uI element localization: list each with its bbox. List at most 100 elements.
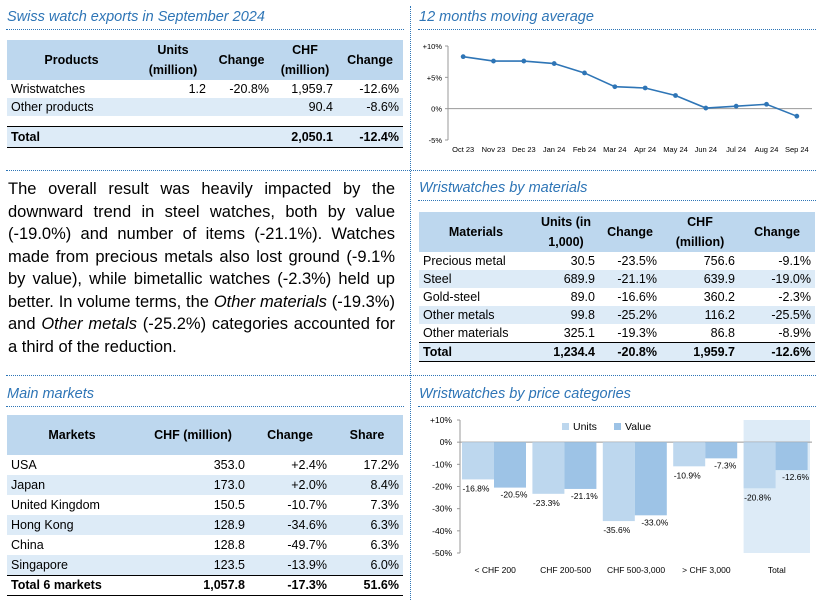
change-value: -2.3%: [778, 290, 811, 304]
table-row: Japan 173.0 +2.0% 8.4%: [7, 475, 403, 495]
y-tick-label: -30%: [432, 504, 452, 514]
market-name: China: [11, 538, 44, 552]
x-tick-label: Aug 24: [755, 145, 779, 154]
series-line: [463, 55, 798, 117]
table-row: United Kingdom 150.5 -10.7% 7.3%: [7, 495, 403, 515]
change-value: -19.3%: [617, 326, 657, 340]
materials-title: Wristwatches by materials: [419, 180, 588, 196]
data-label: -12.6%: [782, 472, 809, 482]
table-row: Gold-steel 89.0 -16.6% 360.2 -2.3%: [419, 288, 815, 306]
change-value: -20.8%: [229, 82, 269, 96]
x-tick-label: > CHF 3,000: [682, 565, 731, 575]
chf-value: 1,959.7: [661, 342, 739, 362]
change-value: -16.6%: [617, 290, 657, 304]
chf-value: 1,959.7: [291, 82, 333, 96]
x-tick-label: Dec 23: [512, 145, 536, 154]
share-value: 51.6%: [363, 578, 399, 592]
units-value: [136, 126, 210, 148]
chf-value: 90.4: [273, 98, 337, 116]
data-point: [733, 103, 739, 109]
change-value: [210, 98, 273, 116]
x-tick-label: Oct 23: [452, 145, 474, 154]
total-label: Total: [419, 342, 533, 362]
total-row: Total 6 markets 1,057.8 -17.3% 51.6%: [7, 575, 403, 595]
change-value: +2.4%: [291, 458, 327, 472]
x-tick-label: CHF 200-500: [540, 565, 591, 575]
share-value: 7.3%: [370, 498, 400, 512]
table-row: Other metals 99.8 -25.2% 116.2 -25.5%: [419, 306, 815, 324]
chf-value: 1,057.8: [203, 578, 245, 592]
data-point: [551, 61, 557, 66]
units-value: 1,234.4: [533, 342, 599, 362]
paragraph-text: (-25.2%) categories accounted for a thir…: [8, 315, 395, 356]
x-tick-label: Jul 24: [726, 145, 746, 154]
change-value: -12.4%: [337, 126, 403, 148]
col-header: Change: [599, 212, 661, 252]
units-value: 1.2: [188, 82, 206, 96]
change-value: -12.6%: [739, 342, 815, 362]
x-tick-label: Jan 24: [543, 145, 566, 154]
section-divider: [6, 170, 816, 171]
moving-average-chart: +10% +5% 0% -5% Oct 23 Nov 23 Dec 23 Jan 24 Feb …: [423, 42, 812, 154]
moving-average-title: 12 months moving average: [419, 9, 594, 25]
y-tick-label: +10%: [423, 42, 443, 51]
price-categories-chart: +10% 0% -10% -20% -30% -40% -50% < CHF 200 -16.8…: [430, 415, 812, 575]
material-name: Gold-steel: [423, 290, 480, 304]
chf-value: 128.9: [137, 515, 249, 535]
x-tick-label: < CHF 200: [475, 565, 517, 575]
markets-title: Main markets: [7, 386, 95, 402]
bar-units: [673, 442, 706, 467]
table-row: Hong Kong 128.9 -34.6% 6.3%: [7, 515, 403, 535]
units-value: 30.5: [570, 254, 595, 268]
y-tick-label: -5%: [429, 136, 443, 145]
col-header: Materials: [419, 212, 533, 252]
units-value: 99.8: [533, 306, 599, 324]
col-header: Change: [249, 415, 331, 455]
share-value: 6.3%: [331, 515, 403, 535]
bar-units: [532, 442, 565, 494]
material-name: Steel: [419, 270, 533, 288]
col-header: Change: [337, 40, 403, 80]
table-row: Wristwatches 1.2 -20.8% 1,959.7 -12.6%: [7, 80, 403, 98]
change-value: [210, 126, 273, 148]
title-underline: [6, 406, 404, 407]
material-name: Other materials: [423, 326, 509, 340]
col-header: CHF (million): [137, 415, 249, 455]
change-value: -25.5%: [739, 306, 815, 324]
y-tick-label: -10%: [432, 459, 452, 469]
table-row: Singapore 123.5 -13.9% 6.0%: [7, 555, 403, 575]
bar-value: [634, 442, 667, 516]
data-point: [764, 101, 769, 107]
total-label: Total: [7, 126, 136, 148]
product-name: Other products: [7, 98, 136, 116]
data-point: [703, 105, 709, 111]
col-header: Products: [7, 40, 136, 80]
col-header: Change: [739, 212, 815, 252]
market-name: USA: [11, 458, 37, 472]
data-label: -10.9%: [674, 470, 701, 480]
data-point: [460, 54, 466, 60]
share-value: 6.3%: [370, 538, 400, 552]
exports-title: Swiss watch exports in September 2024: [7, 9, 265, 25]
col-header: CHF (million): [661, 212, 739, 252]
summary-paragraph: The overall result was heavily impacted …: [8, 178, 395, 358]
total-label: Total 6 markets: [11, 578, 102, 592]
chf-value: 150.5: [213, 498, 245, 512]
col-header: Change: [210, 40, 273, 80]
market-name: United Kingdom: [11, 498, 100, 512]
units-value: [136, 98, 210, 116]
total-row: Total 2,050.1 -12.4%: [7, 126, 403, 148]
chf-value: 360.2: [703, 290, 735, 304]
change-value: -10.7%: [287, 498, 327, 512]
price-categories-title: Wristwatches by price categories: [419, 386, 631, 402]
share-value: 17.2%: [363, 458, 399, 472]
material-name: Other metals: [419, 306, 533, 324]
y-tick-label: 0%: [431, 105, 442, 114]
table-row: USA 353.0 +2.4% 17.2%: [7, 455, 403, 475]
change-value: -9.1%: [778, 254, 811, 268]
col-header: Units (in 1,000): [533, 212, 599, 252]
material-name: Precious metal: [423, 254, 506, 268]
legend-label: Units: [573, 421, 597, 433]
paragraph-emphasis: Other materials: [213, 292, 327, 311]
chf-value: 116.2: [661, 306, 739, 324]
